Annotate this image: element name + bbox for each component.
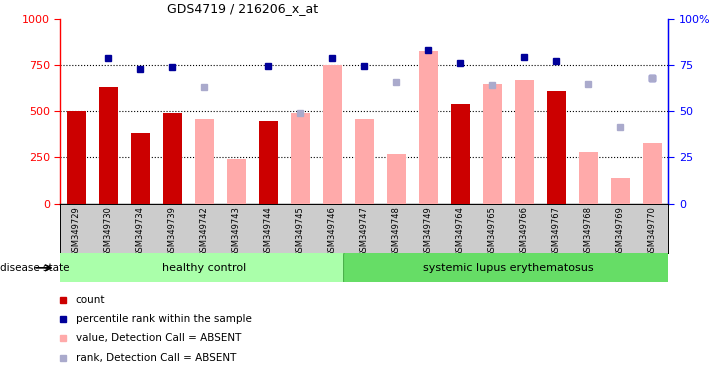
Text: GSM349743: GSM349743 (232, 206, 241, 257)
Text: GSM349730: GSM349730 (104, 206, 113, 257)
Text: count: count (75, 295, 105, 305)
Text: GSM349742: GSM349742 (200, 206, 209, 257)
Text: GSM349745: GSM349745 (296, 206, 305, 257)
Bar (387, 154, 406, 204)
Text: GSM349770: GSM349770 (648, 206, 657, 257)
Text: GSM349748: GSM349748 (392, 206, 401, 257)
Text: GSM349739: GSM349739 (168, 206, 177, 257)
Bar (515, 80, 534, 204)
Text: GSM349747: GSM349747 (360, 206, 369, 257)
Bar (355, 119, 374, 204)
Text: systemic lupus erythematosus: systemic lupus erythematosus (423, 263, 594, 273)
Text: value, Detection Call = ABSENT: value, Detection Call = ABSENT (75, 333, 241, 343)
Text: GSM349764: GSM349764 (456, 206, 465, 257)
Text: GSM349769: GSM349769 (616, 206, 625, 257)
FancyBboxPatch shape (55, 250, 353, 286)
Text: GSM349768: GSM349768 (584, 206, 593, 257)
Text: rank, Detection Call = ABSENT: rank, Detection Call = ABSENT (75, 353, 236, 362)
Text: GSM349729: GSM349729 (72, 206, 81, 257)
Bar (227, 159, 246, 204)
Bar (131, 134, 150, 204)
Bar (163, 113, 182, 204)
Bar (579, 152, 598, 204)
Text: GSM349746: GSM349746 (328, 206, 337, 257)
Bar (195, 119, 214, 204)
Text: GSM349766: GSM349766 (520, 206, 529, 257)
Bar (483, 84, 502, 204)
Text: GSM349734: GSM349734 (136, 206, 145, 257)
Text: GDS4719 / 216206_x_at: GDS4719 / 216206_x_at (167, 2, 319, 15)
Bar (291, 113, 310, 204)
Bar (643, 143, 662, 204)
Text: GSM349765: GSM349765 (488, 206, 497, 257)
FancyBboxPatch shape (343, 250, 673, 286)
Text: GSM349744: GSM349744 (264, 206, 273, 257)
Bar (419, 51, 438, 204)
Bar (99, 88, 118, 204)
Text: GSM349749: GSM349749 (424, 206, 433, 257)
Text: percentile rank within the sample: percentile rank within the sample (75, 314, 252, 324)
Text: disease state: disease state (0, 263, 70, 273)
Bar (323, 65, 342, 204)
Bar (67, 111, 86, 204)
Bar (547, 91, 566, 204)
Bar (259, 121, 278, 204)
Bar (611, 178, 630, 204)
Text: healthy control: healthy control (162, 263, 247, 273)
Bar (451, 104, 470, 204)
Text: GSM349767: GSM349767 (552, 206, 561, 257)
